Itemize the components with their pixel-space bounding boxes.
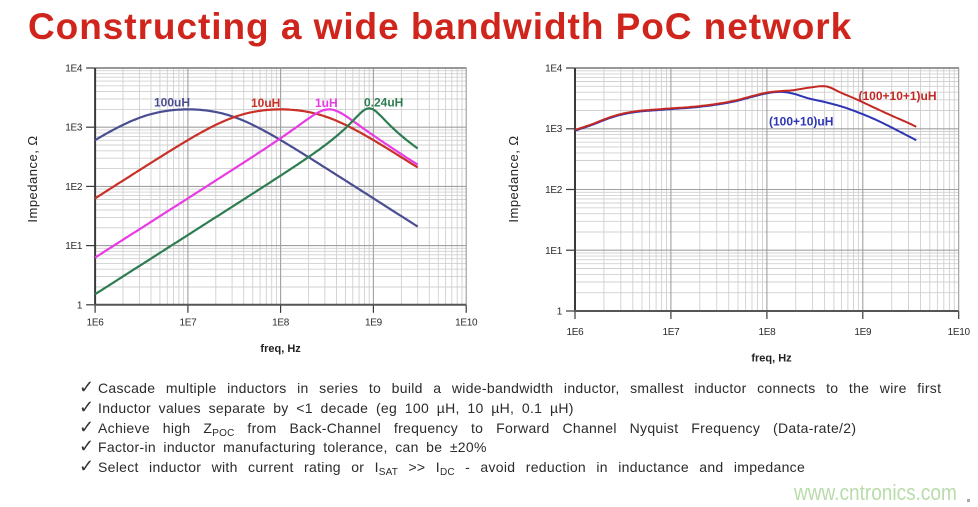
svg-text:freq, Hz: freq, Hz <box>260 343 301 355</box>
svg-text:1E8: 1E8 <box>758 327 776 338</box>
svg-text:1uH: 1uH <box>315 96 338 110</box>
svg-text:100uH: 100uH <box>154 96 190 110</box>
svg-text:1E4: 1E4 <box>65 64 83 75</box>
svg-text:1E1: 1E1 <box>65 241 83 252</box>
svg-text:1E6: 1E6 <box>567 327 585 338</box>
svg-text:1: 1 <box>557 307 563 318</box>
svg-text:freq, Hz: freq, Hz <box>751 353 792 365</box>
svg-text:1: 1 <box>77 300 83 311</box>
svg-text:1E9: 1E9 <box>365 318 383 329</box>
svg-text:10uH: 10uH <box>251 96 280 110</box>
svg-text:1E9: 1E9 <box>854 327 872 338</box>
svg-text:1E3: 1E3 <box>545 124 563 135</box>
svg-text:1E7: 1E7 <box>179 318 197 329</box>
svg-text:1E2: 1E2 <box>545 185 563 196</box>
svg-text:Impedance, Ω: Impedance, Ω <box>506 135 521 222</box>
svg-text:1E8: 1E8 <box>272 318 290 329</box>
svg-text:1E10: 1E10 <box>455 318 478 329</box>
svg-text:1E3: 1E3 <box>65 123 83 134</box>
svg-text:(100+10)uH: (100+10)uH <box>769 114 833 128</box>
svg-text:1E4: 1E4 <box>545 64 563 75</box>
svg-text:1E2: 1E2 <box>65 182 83 193</box>
svg-text:Impedance, Ω: Impedance, Ω <box>25 135 40 222</box>
svg-text:1E10: 1E10 <box>948 327 971 338</box>
svg-text:0.24uH: 0.24uH <box>364 96 403 110</box>
svg-text:1E1: 1E1 <box>545 246 563 257</box>
svg-text:1E6: 1E6 <box>87 318 105 329</box>
svg-text:(100+10+1)uH: (100+10+1)uH <box>859 89 937 103</box>
svg-text:1E7: 1E7 <box>662 327 680 338</box>
